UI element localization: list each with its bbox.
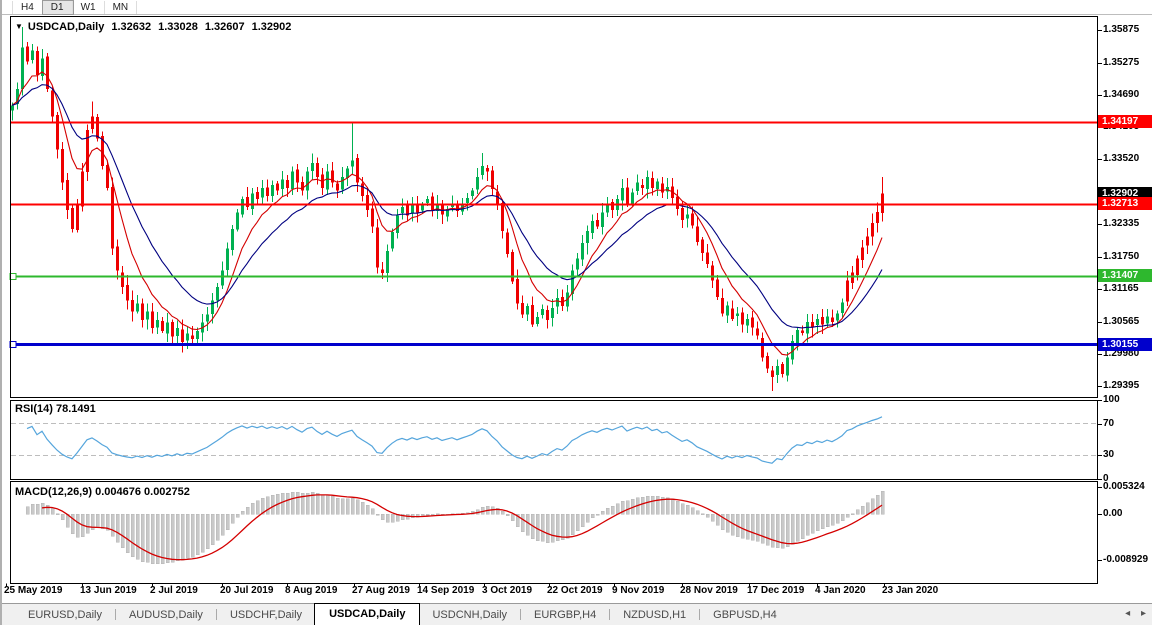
ohlc-close: 1.32902 [251, 21, 292, 33]
ohlc-high: 1.33028 [158, 21, 198, 33]
price-tick-label: 1.29980 [1103, 348, 1140, 360]
price-tick-label: 1.31750 [1103, 250, 1140, 262]
macd-indicator-label: MACD(12,26,9) 0.004676 0.002752 [15, 486, 190, 498]
timeframe-button-w1[interactable]: W1 [73, 0, 105, 14]
tab-scroll-left-icon[interactable]: ◂ [1125, 608, 1131, 619]
macd-tick-label: 0.005324 [1103, 480, 1145, 492]
date-tick-label: 17 Dec 2019 [747, 585, 805, 596]
rsi-tick-label: 30 [1103, 449, 1115, 461]
chart-title: ▼ USDCAD,Daily 1.32632 1.33028 1.32607 1.3290… [15, 21, 291, 33]
chart-tab-bar: EURUSD,Daily AUDUSD,Daily USDCHF,Daily USDC… [2, 603, 1152, 625]
tab-usdchf-daily[interactable]: USDCHF,Daily [229, 609, 303, 621]
price-badge: 1.32902 [1098, 186, 1152, 200]
rsi-line [26, 416, 883, 464]
macd-signal-line [41, 494, 883, 561]
tab-gbpusd-h4[interactable]: GBPUSD,H4 [713, 609, 777, 621]
date-tick-label: 2 Jul 2019 [150, 585, 198, 596]
tab-nzdusd-h1[interactable]: NZDUSD,H1 [623, 609, 687, 621]
timeframe-button-d1[interactable]: D1 [41, 0, 74, 15]
price-tick-label: 1.29395 [1103, 380, 1140, 392]
tab-eurgbp-h4[interactable]: EURGBP,H4 [534, 609, 597, 621]
price-tick-label: 1.34690 [1103, 88, 1140, 100]
price-badge: 1.30155 [1098, 337, 1152, 351]
tab-separator [520, 609, 522, 620]
date-tick-label: 3 Oct 2019 [482, 585, 533, 596]
price-tick-label: 1.33520 [1103, 153, 1140, 165]
macd-tick-label: 0.00 [1103, 508, 1123, 519]
date-tick-label: 23 Jan 2020 [882, 585, 939, 596]
date-tick-label: 28 Nov 2019 [680, 585, 738, 596]
ohlc-open: 1.32632 [111, 21, 152, 33]
ma-slow-line [11, 84, 883, 329]
tab-eurusd-daily[interactable]: EURUSD,Daily [28, 609, 102, 621]
date-tick-label: 9 Nov 2019 [612, 585, 665, 596]
tab-separator [215, 609, 217, 620]
price-badge: 1.32713 [1098, 197, 1152, 211]
rsi-tick-label: 70 [1103, 417, 1115, 429]
date-tick-label: 25 May 2019 [4, 585, 63, 596]
price-tick-label: 1.32335 [1103, 218, 1140, 230]
macd-layer [25, 491, 885, 564]
candles-layer [11, 26, 884, 391]
rsi-tick-label: 100 [1103, 394, 1120, 405]
ohlc-low: 1.32607 [204, 21, 245, 33]
timeframe-buttons-group: H4 D1 W1 MN [12, 0, 138, 15]
tab-scroll-right-icon[interactable]: ▸ [1140, 608, 1146, 619]
price-badge: 1.31407 [1098, 269, 1152, 283]
price-tick-label: 1.30565 [1103, 315, 1140, 327]
rsi-layer [11, 416, 1097, 464]
date-tick-label: 13 Jun 2019 [80, 585, 137, 596]
tab-usdcad-daily[interactable]: USDCAD,Daily [314, 603, 421, 625]
timeframe-button-mn[interactable]: MN [105, 0, 138, 14]
tab-scroll-arrows: ◂ ▸ [1117, 608, 1146, 619]
symbol-dropdown-icon[interactable]: ▼ [15, 22, 23, 31]
tab-usdcnh-daily[interactable]: USDCNH,Daily [432, 609, 508, 621]
date-tick-label: 20 Jul 2019 [220, 585, 274, 596]
macd-tick-label: -0.008929 [1103, 553, 1149, 565]
date-tick-label: 14 Sep 2019 [417, 585, 475, 596]
tab-audusd-daily[interactable]: AUDUSD,Daily [128, 609, 203, 621]
price-tick-label: 1.35275 [1103, 56, 1140, 68]
price-badge: 1.34197 [1098, 115, 1152, 129]
date-tick-label: 8 Aug 2019 [285, 585, 338, 596]
price-tick-label: 1.35875 [1103, 23, 1140, 35]
date-tick-label: 27 Aug 2019 [352, 585, 410, 596]
chart-symbol-label: USDCAD,Daily [27, 21, 105, 33]
date-tick-label: 4 Jan 2020 [815, 585, 866, 596]
date-tick-label: 22 Oct 2019 [547, 585, 603, 596]
timeframe-toolbar: H4 D1 W1 MN [2, 0, 1152, 15]
tab-separator [114, 609, 116, 620]
rsi-indicator-label: RSI(14) 78.1491 [15, 403, 96, 415]
tab-separator [609, 609, 611, 620]
rsi-tick-label: 0 [1103, 473, 1109, 484]
tab-separator [699, 609, 701, 620]
price-tick-label: 1.31165 [1103, 282, 1139, 294]
timeframe-button-h4[interactable]: H4 [12, 0, 43, 14]
